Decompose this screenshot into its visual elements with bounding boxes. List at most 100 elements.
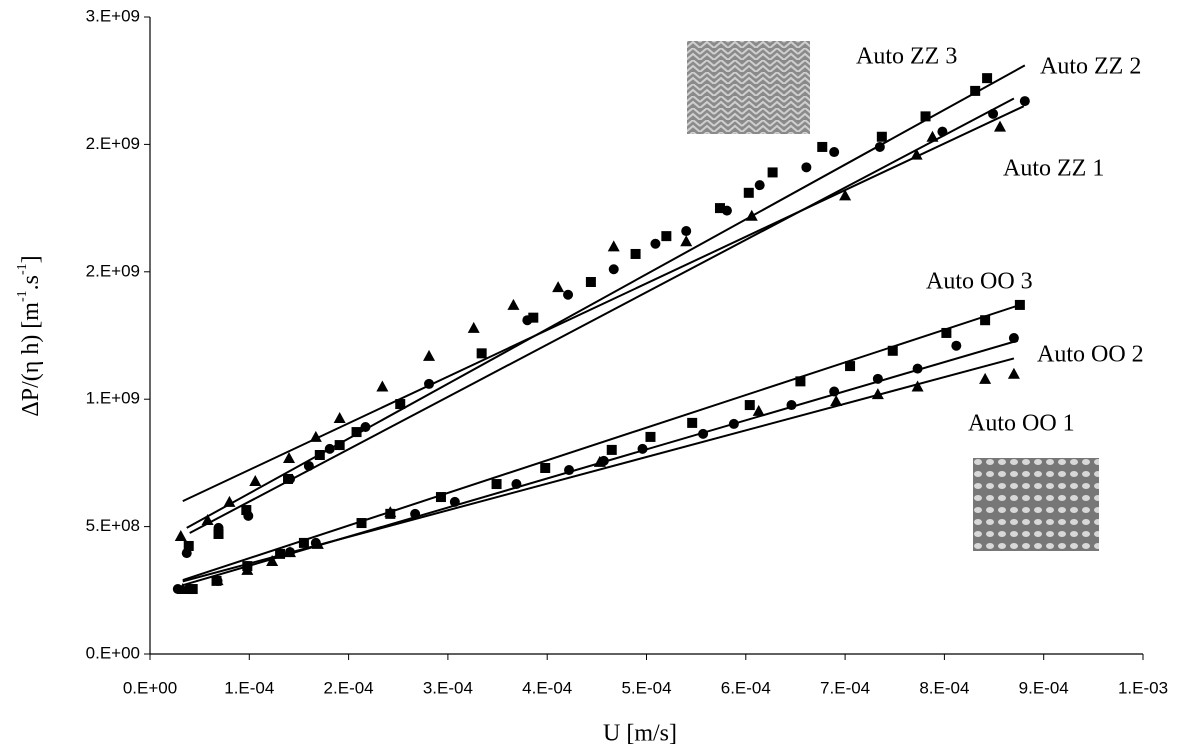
point [356, 518, 367, 529]
series-label: Auto ZZ 2 [1040, 54, 1141, 80]
y-title-part: .s [18, 275, 44, 290]
point [910, 148, 923, 160]
point [829, 386, 840, 397]
point [284, 546, 297, 558]
point [994, 120, 1007, 132]
point [435, 492, 446, 503]
y-axis-title: ΔP/(η h) [m-1.s-1] [15, 255, 43, 416]
point [540, 462, 551, 473]
point [911, 380, 924, 392]
point [491, 479, 502, 490]
series-label: Auto ZZ 3 [856, 44, 957, 70]
point [1007, 367, 1020, 379]
point [593, 455, 606, 467]
point [449, 496, 460, 507]
point [285, 473, 296, 484]
point [687, 417, 698, 428]
series-label: Auto OO 1 [968, 411, 1075, 437]
point [680, 235, 693, 247]
x-tick-label: 2.E-04 [324, 678, 374, 697]
x-tick-label: 8.E-04 [919, 678, 969, 697]
point [982, 73, 993, 84]
point [266, 554, 279, 566]
point [645, 431, 656, 442]
series-label: Auto ZZ 1 [1003, 156, 1104, 182]
point [817, 141, 828, 152]
point [181, 548, 192, 559]
series [183, 64, 1026, 551]
series-label: Auto OO 3 [926, 269, 1033, 295]
point [528, 312, 539, 323]
x-axis-title: U [m/s] [603, 721, 677, 747]
point [887, 345, 898, 356]
x-tick-label: 6.E-04 [721, 678, 771, 697]
point [564, 465, 575, 476]
point [744, 400, 755, 411]
point [920, 111, 931, 122]
point [839, 189, 852, 201]
x-tick-label: 0.E+00 [123, 678, 177, 697]
point [912, 363, 923, 374]
point [507, 298, 520, 310]
series [174, 105, 1025, 542]
y-tick-label: 3.E+09 [86, 6, 140, 25]
point [698, 428, 709, 439]
point [979, 372, 992, 384]
point [1019, 96, 1030, 107]
point [309, 430, 322, 442]
point [754, 180, 765, 191]
superscript: -1 [15, 263, 30, 275]
point [311, 537, 324, 549]
point [801, 162, 812, 173]
point [721, 205, 732, 216]
point [872, 373, 883, 384]
point [829, 147, 840, 158]
point [745, 209, 758, 221]
point [223, 495, 236, 507]
point [303, 460, 314, 471]
point [728, 418, 739, 429]
inset-image-zz [687, 41, 810, 134]
point [333, 412, 346, 424]
x-tick-label: 7.E-04 [820, 678, 870, 697]
point [334, 440, 345, 451]
x-tick-label: 4.E-04 [522, 678, 572, 697]
y-title-part: ΔP/(η h) [m [18, 302, 44, 417]
series [181, 96, 1030, 559]
fit-line [189, 97, 1015, 534]
point [395, 399, 406, 410]
point [174, 530, 187, 542]
superscript: -1 [15, 290, 30, 302]
point [630, 248, 641, 259]
point [275, 548, 286, 559]
point [211, 574, 224, 586]
point [714, 203, 725, 214]
y-tick-label: 2.E+09 [86, 261, 140, 280]
y-tick-label: 2.E+09 [86, 134, 140, 153]
series [182, 299, 1025, 595]
point [585, 276, 596, 287]
x-tick-label: 9.E-04 [1019, 678, 1069, 697]
point [752, 404, 765, 416]
point [607, 240, 620, 252]
point [183, 540, 194, 551]
point [298, 537, 309, 548]
point [830, 394, 843, 406]
point [213, 522, 224, 533]
point [314, 450, 325, 461]
point [241, 563, 254, 575]
point [476, 348, 487, 359]
point [360, 421, 371, 432]
point [980, 315, 991, 326]
point [871, 388, 884, 400]
point [786, 400, 797, 411]
point [743, 187, 754, 198]
x-tick-label: 1.E-03 [1118, 678, 1168, 697]
point [423, 349, 436, 361]
y-tick-label: 0.E+00 [86, 643, 140, 662]
point [876, 131, 887, 142]
point [324, 443, 335, 454]
point [926, 130, 939, 142]
point [376, 380, 389, 392]
